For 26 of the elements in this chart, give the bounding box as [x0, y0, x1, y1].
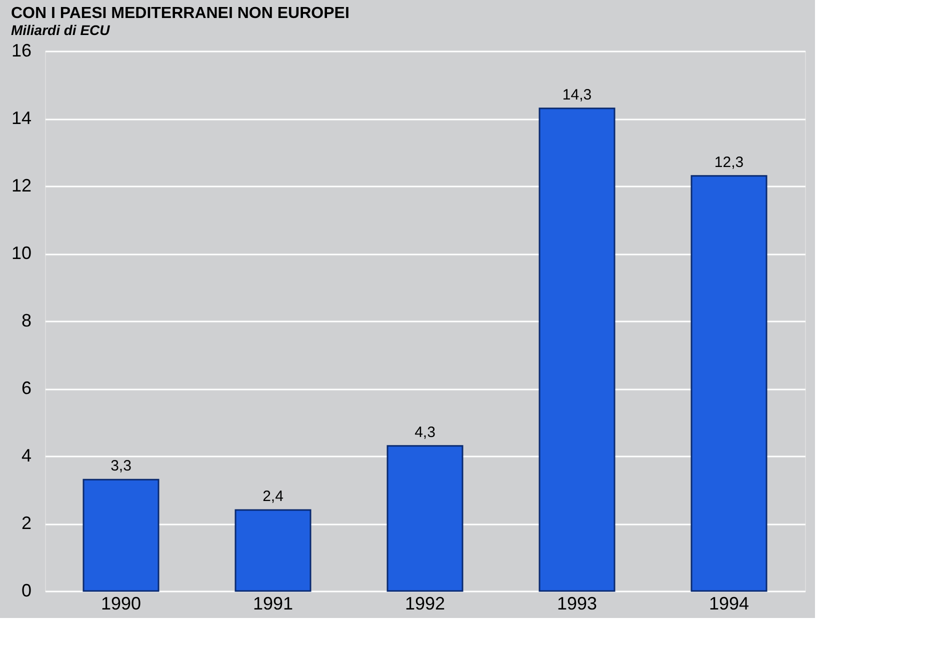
bar	[234, 509, 312, 592]
y-tick-label: 0	[21, 580, 32, 600]
y-tick-label: 6	[21, 378, 32, 398]
bar	[386, 445, 464, 592]
data-label: 4,3	[414, 424, 436, 441]
y-tick-label: 12	[11, 176, 32, 196]
data-label: 12,3	[714, 154, 744, 171]
x-tick-label: 1991	[252, 594, 294, 614]
bar	[82, 478, 160, 592]
x-tick-label: 1993	[556, 594, 598, 614]
x-tick-label: 1992	[404, 594, 446, 614]
data-label: 3,3	[110, 458, 132, 475]
y-tick-label: 16	[11, 40, 32, 60]
chart-title: CON I PAESI MEDITERRANEI NON EUROPEI	[10, 5, 350, 22]
y-tick-label: 4	[21, 446, 32, 466]
y-tick-label: 8	[21, 310, 32, 330]
y-tick-label: 10	[11, 243, 32, 263]
y-tick-label: 14	[11, 108, 32, 128]
y-axis-title: Miliardi di ECU	[10, 22, 111, 38]
y-tick-label: 2	[21, 513, 32, 533]
data-label: 2,4	[262, 488, 284, 505]
x-tick-label: 1990	[100, 594, 142, 614]
bar	[538, 108, 616, 592]
bar	[690, 175, 768, 592]
x-tick-label: 1994	[708, 594, 750, 614]
data-label: 14,3	[562, 86, 592, 104]
